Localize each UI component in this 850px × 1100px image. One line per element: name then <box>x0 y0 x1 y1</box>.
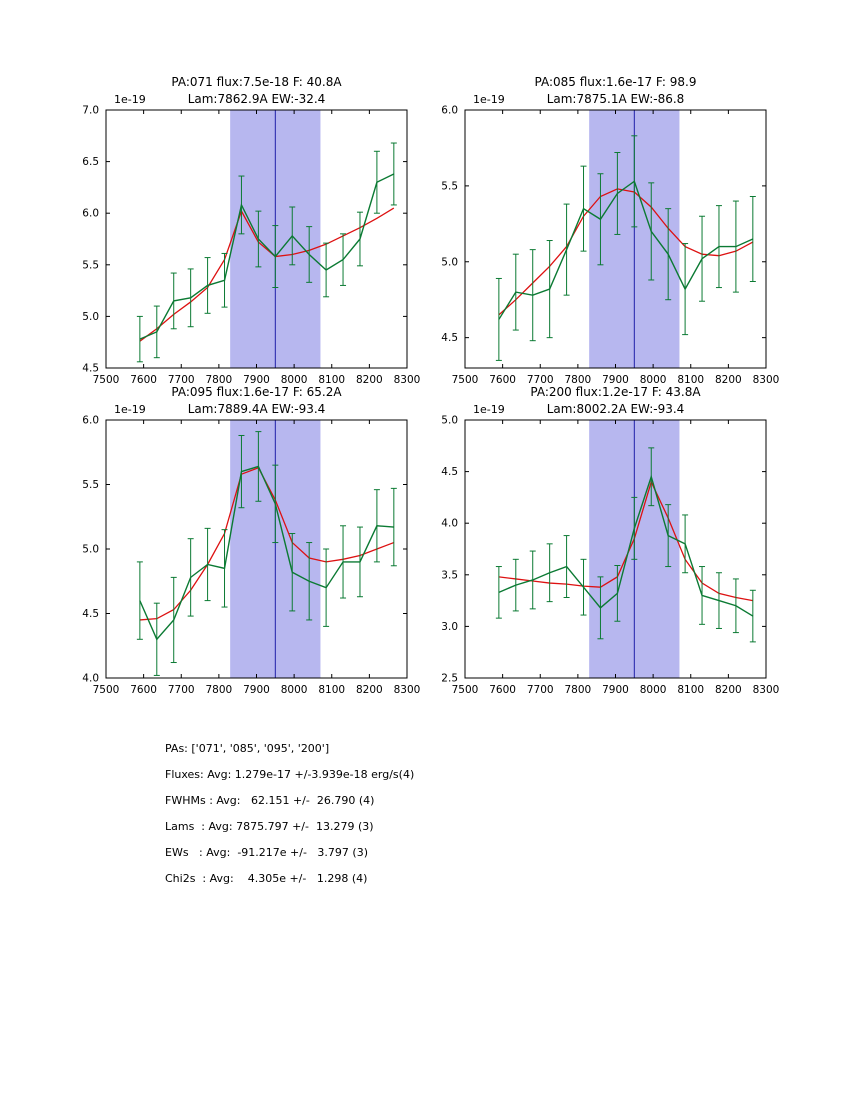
subplot-subtitle: Lam:8002.2A EW:-93.4 <box>547 402 685 416</box>
y-tick-label: 5.0 <box>441 256 458 268</box>
x-tick-label: 7900 <box>602 374 629 386</box>
axes-frame <box>464 419 767 679</box>
summary-block: PAs: ['071', '085', '095', '200'] Fluxes… <box>165 736 414 892</box>
y-tick-label: 6.0 <box>82 415 99 427</box>
x-tick-label: 7500 <box>93 684 120 696</box>
x-tick-label: 7600 <box>130 684 157 696</box>
x-tick-label: 7800 <box>206 684 233 696</box>
summary-line-pas: PAs: ['071', '085', '095', '200'] <box>165 742 330 755</box>
fit-line <box>139 207 395 342</box>
y-tick-label: 7.0 <box>82 105 99 117</box>
y-offset-label: 1e-19 <box>114 93 146 106</box>
y-tick-label: 2.5 <box>441 673 458 685</box>
y-tick-label: 4.5 <box>82 363 99 375</box>
plot-area: 7500 7600 7700 7800 7900 8000 8100 8200 8300 4.5 5… <box>82 93 420 386</box>
x-tick-label: 8300 <box>753 684 780 696</box>
y-tick-label: 5.5 <box>441 180 458 192</box>
y-tick-label: 6.0 <box>82 208 99 220</box>
data-line <box>139 173 395 340</box>
axes-frame <box>105 419 408 679</box>
x-tick-label: 7600 <box>130 374 157 386</box>
x-tick-label: 8100 <box>677 684 704 696</box>
y-offset-label: 1e-19 <box>473 403 505 416</box>
y-tick-label: 5.5 <box>82 259 99 271</box>
fit-line <box>498 480 753 602</box>
y-tick-label: 3.5 <box>441 569 458 581</box>
y-tick-label: 6.0 <box>441 105 458 117</box>
x-tick-label: 7900 <box>243 684 270 696</box>
x-tick-label: 8000 <box>640 374 667 386</box>
subplot-pa085: PA:085 flux:1.6e-17 F: 98.9 Lam:7875.1A … <box>441 75 779 386</box>
x-tick-label: 7800 <box>206 374 233 386</box>
subplot-title: PA:071 flux:7.5e-18 F: 40.8A <box>171 75 342 89</box>
x-tick-label: 8300 <box>753 374 780 386</box>
x-tick-label: 8000 <box>281 684 308 696</box>
x-tick-label: 7700 <box>527 374 554 386</box>
y-tick-label: 4.5 <box>441 332 458 344</box>
x-tick-label: 8200 <box>715 374 742 386</box>
x-tick-label: 8100 <box>318 374 345 386</box>
y-tick-label: 4.5 <box>82 608 99 620</box>
data-line <box>139 465 394 641</box>
fit-line <box>498 188 754 316</box>
x-tick-label: 7500 <box>452 374 479 386</box>
x-tick-label: 7900 <box>243 374 270 386</box>
summary-line-fwhms: FWHMs : Avg: 62.151 +/- 26.790 (4) <box>165 794 375 807</box>
plot-area: 7500 7600 7700 7800 7900 8000 8100 8200 8300 2.5 3… <box>441 403 779 696</box>
x-tick-label: 8200 <box>356 374 383 386</box>
summary-line-fluxes: Fluxes: Avg: 1.279e-17 +/-3.939e-18 erg/… <box>165 768 415 781</box>
x-tick-label: 7600 <box>489 374 516 386</box>
x-tick-label: 8200 <box>715 684 742 696</box>
subplot-subtitle: Lam:7875.1A EW:-86.8 <box>547 92 685 106</box>
x-tick-label: 7500 <box>452 684 479 696</box>
x-tick-label: 8300 <box>394 684 421 696</box>
data-line <box>498 180 754 320</box>
summary-line-ews: EWs : Avg: -91.217e +/- 3.797 (3) <box>165 846 368 859</box>
y-offset-label: 1e-19 <box>114 403 146 416</box>
y-tick-label: 5.0 <box>82 311 99 323</box>
x-tick-label: 7900 <box>602 684 629 696</box>
x-tick-label: 8300 <box>394 374 421 386</box>
plot-area: 7500 7600 7700 7800 7900 8000 8100 8200 8300 4.5 5… <box>441 93 779 386</box>
x-tick-label: 7700 <box>168 684 195 696</box>
x-tick-label: 8000 <box>281 374 308 386</box>
x-tick-label: 7700 <box>527 684 554 696</box>
summary-line-lams: Lams : Avg: 7875.797 +/- 13.279 (3) <box>165 820 374 833</box>
subplot-subtitle: Lam:7862.9A EW:-32.4 <box>188 92 326 106</box>
y-tick-label: 3.0 <box>441 621 458 633</box>
y-offset-label: 1e-19 <box>473 93 505 106</box>
y-tick-label: 5.0 <box>441 415 458 427</box>
y-tick-label: 4.0 <box>441 518 458 530</box>
subplot-pa095: PA:095 flux:1.6e-17 F: 65.2A Lam:7889.4A… <box>82 385 420 696</box>
subplot-pa200: PA:200 flux:1.2e-17 F: 43.8A Lam:8002.2A… <box>441 385 779 696</box>
x-tick-label: 8100 <box>677 374 704 386</box>
subplot-subtitle: Lam:7889.4A EW:-93.4 <box>188 402 326 416</box>
y-tick-label: 4.5 <box>441 466 458 478</box>
subplot-title: PA:085 flux:1.6e-17 F: 98.9 <box>535 75 697 89</box>
axes-frame <box>105 109 408 369</box>
y-tick-label: 5.0 <box>82 544 99 556</box>
y-tick-label: 5.5 <box>82 479 99 491</box>
x-tick-label: 7500 <box>93 374 120 386</box>
subplot-title: PA:095 flux:1.6e-17 F: 65.2A <box>171 385 342 399</box>
x-tick-label: 8100 <box>318 684 345 696</box>
x-tick-label: 8000 <box>640 684 667 696</box>
subplot-title: PA:200 flux:1.2e-17 F: 43.8A <box>530 385 701 399</box>
x-tick-label: 8200 <box>356 684 383 696</box>
summary-line-chi2s: Chi2s : Avg: 4.305e +/- 1.298 (4) <box>165 872 368 885</box>
subplot-pa071: PA:071 flux:7.5e-18 F: 40.8A Lam:7862.9A… <box>82 75 420 386</box>
y-tick-label: 4.0 <box>82 673 99 685</box>
x-tick-label: 7700 <box>168 374 195 386</box>
x-tick-label: 7800 <box>565 374 592 386</box>
axes-frame <box>464 109 767 369</box>
plot-area: 7500 7600 7700 7800 7900 8000 8100 8200 8300 4.0 4… <box>82 403 420 696</box>
x-tick-label: 7600 <box>489 684 516 696</box>
data-line <box>498 474 754 617</box>
x-tick-label: 7800 <box>565 684 592 696</box>
y-tick-label: 6.5 <box>82 156 99 168</box>
